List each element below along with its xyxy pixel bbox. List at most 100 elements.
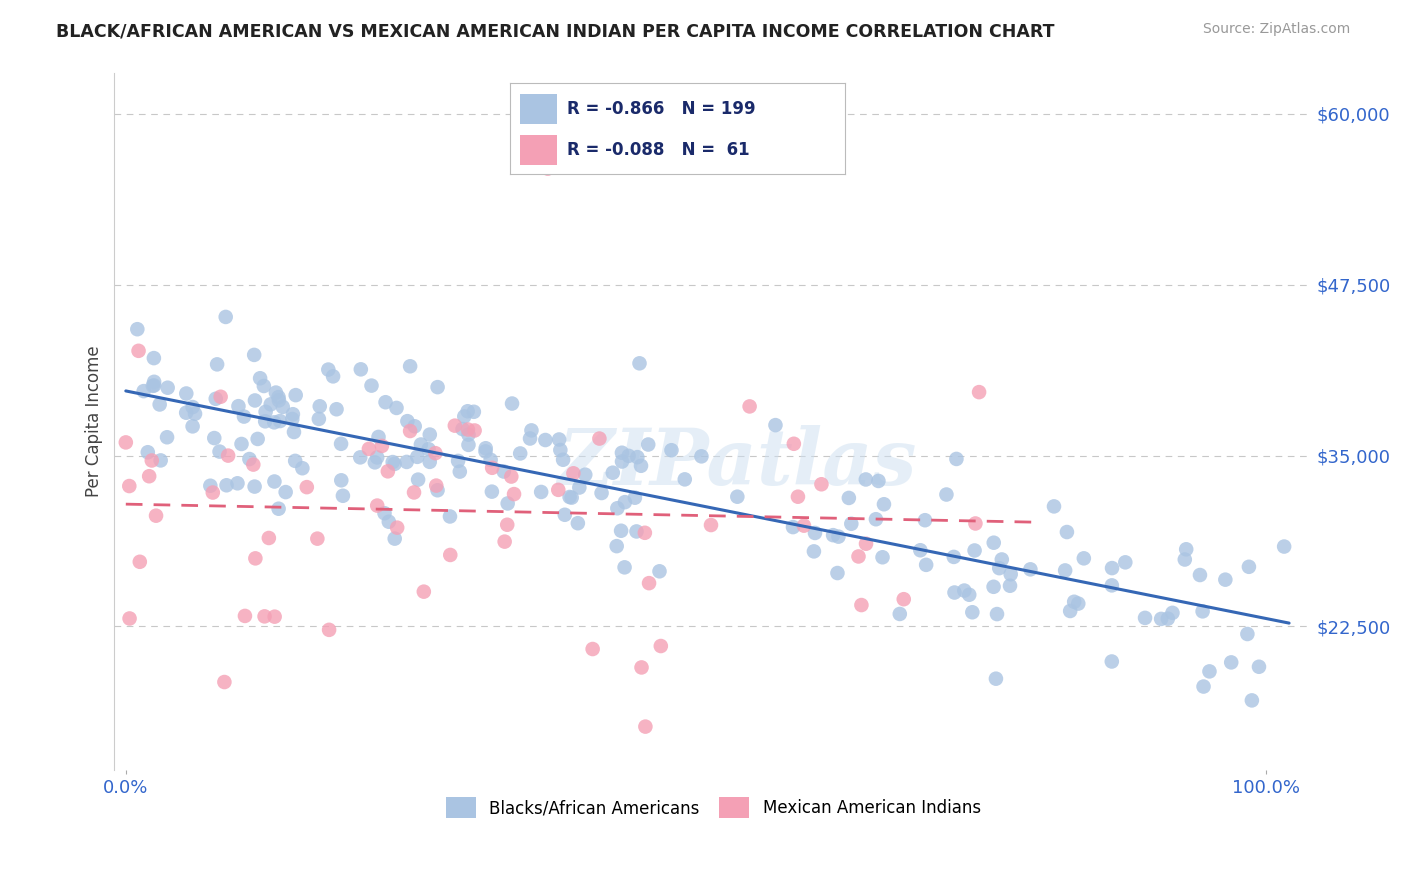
Point <box>263 609 285 624</box>
Point <box>350 362 373 376</box>
Point <box>378 515 401 529</box>
Point <box>1220 656 1243 670</box>
Point <box>143 375 166 389</box>
Point <box>474 442 496 456</box>
Point <box>384 457 406 471</box>
Point <box>787 490 810 504</box>
Point <box>381 455 404 469</box>
Point <box>855 473 877 487</box>
Point <box>501 469 523 483</box>
Point <box>988 561 1011 575</box>
Point <box>626 524 648 539</box>
Point <box>142 351 165 365</box>
Point <box>295 480 318 494</box>
Point <box>254 405 277 419</box>
Point <box>267 393 290 408</box>
Point <box>325 402 347 417</box>
Point <box>1272 540 1295 554</box>
Point <box>426 483 449 498</box>
Point <box>839 516 862 531</box>
Text: ZIPatlas: ZIPatlas <box>557 425 917 501</box>
Point <box>494 534 516 549</box>
Point <box>1101 655 1123 669</box>
Point <box>457 427 479 442</box>
Point <box>613 495 636 509</box>
Point <box>308 399 330 413</box>
Point <box>127 322 149 336</box>
Point <box>349 450 371 465</box>
Point <box>1114 555 1136 569</box>
Point <box>935 487 957 501</box>
Point <box>638 576 661 591</box>
Point <box>322 369 344 384</box>
Point <box>132 384 155 398</box>
Point <box>384 532 406 546</box>
Point <box>128 555 150 569</box>
Point <box>648 564 671 578</box>
Point <box>136 445 159 459</box>
Point <box>481 484 503 499</box>
Point <box>1192 680 1215 694</box>
Point <box>617 449 640 463</box>
Point <box>957 588 980 602</box>
Point <box>233 609 256 624</box>
Point <box>142 379 165 393</box>
Point <box>986 607 1008 621</box>
Point <box>145 508 167 523</box>
Point <box>530 485 553 500</box>
Point <box>426 380 449 394</box>
Point <box>606 539 628 553</box>
Point <box>810 477 832 491</box>
Point <box>439 548 461 562</box>
Point <box>284 454 307 468</box>
Point <box>385 521 408 535</box>
Text: Source: ZipAtlas.com: Source: ZipAtlas.com <box>1202 22 1350 37</box>
Point <box>357 442 380 456</box>
Point <box>872 550 894 565</box>
Point <box>451 422 474 436</box>
Point <box>419 455 441 469</box>
Point <box>793 518 815 533</box>
Point <box>453 409 475 424</box>
Point <box>661 443 683 458</box>
Point <box>673 472 696 486</box>
Point <box>984 672 1007 686</box>
Point <box>548 433 571 447</box>
Point <box>253 609 276 624</box>
Point <box>1000 567 1022 582</box>
Point <box>700 518 723 533</box>
Point <box>827 530 849 544</box>
Point <box>991 552 1014 566</box>
Point <box>519 432 541 446</box>
Point <box>449 465 471 479</box>
Point <box>174 406 197 420</box>
Point <box>263 475 285 489</box>
Point <box>419 427 441 442</box>
Point <box>254 414 277 428</box>
Y-axis label: Per Capita Income: Per Capita Income <box>86 346 103 498</box>
Point <box>395 455 418 469</box>
Point <box>967 385 990 400</box>
Point <box>267 501 290 516</box>
Point <box>945 452 967 467</box>
Point <box>332 489 354 503</box>
Point <box>457 423 479 437</box>
Point <box>915 558 938 572</box>
Point <box>143 378 166 392</box>
Point <box>943 585 966 599</box>
Point <box>501 396 523 410</box>
Point <box>1161 606 1184 620</box>
Point <box>1157 612 1180 626</box>
Point <box>412 584 434 599</box>
Point <box>1198 665 1220 679</box>
Point <box>624 491 647 505</box>
Point <box>650 639 672 653</box>
Point <box>690 450 713 464</box>
Point <box>496 496 519 510</box>
Point <box>463 405 485 419</box>
Point <box>626 450 648 464</box>
Point <box>406 450 429 464</box>
Point <box>827 566 849 580</box>
Point <box>366 499 388 513</box>
Point <box>264 385 287 400</box>
